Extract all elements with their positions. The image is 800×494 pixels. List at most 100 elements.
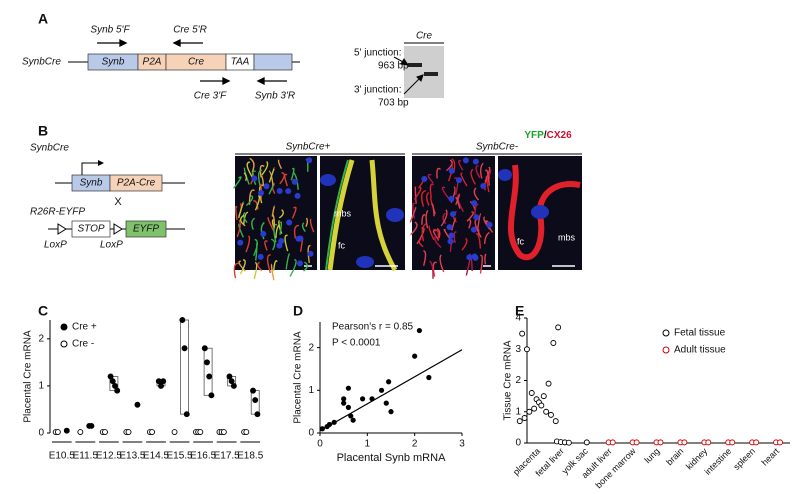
point	[609, 439, 616, 446]
tissue-strand	[451, 217, 457, 231]
nucleus	[448, 195, 455, 202]
point	[524, 346, 530, 353]
nucleus	[421, 175, 428, 182]
point	[360, 396, 366, 402]
point	[540, 393, 547, 400]
point	[204, 359, 210, 366]
point	[54, 429, 61, 436]
x-tick-label: 1	[365, 439, 371, 450]
point	[753, 439, 760, 446]
tissue-strand	[412, 202, 416, 219]
y-tick-label: 0	[38, 428, 44, 439]
point	[555, 324, 562, 331]
tissue-strand	[305, 217, 309, 228]
trend-line	[319, 349, 463, 432]
annotation: P < 0.0001	[332, 338, 381, 349]
legend-marker	[60, 340, 68, 348]
vessel-wall	[507, 164, 581, 261]
tissue-strand	[239, 259, 246, 275]
tissue-strand	[251, 217, 256, 230]
point	[548, 411, 554, 418]
point	[326, 421, 333, 428]
tissue-strand	[279, 221, 283, 235]
tissue-strand	[461, 237, 468, 251]
tissue-strand	[303, 261, 309, 272]
tissue-strand	[255, 243, 258, 261]
tissue-strand	[433, 228, 440, 241]
tissue-strand	[455, 196, 461, 209]
loxp-site	[57, 223, 67, 235]
loxp-label: LoxP	[44, 240, 67, 251]
x-tick-label: 0	[317, 439, 323, 450]
junction-size: 963 bp	[378, 61, 409, 72]
nucleus	[296, 260, 303, 267]
point	[252, 397, 259, 403]
tissue-strand	[259, 164, 265, 178]
loxp-label: LoxP	[100, 240, 123, 251]
tissue-strand	[271, 214, 276, 228]
point	[243, 429, 250, 436]
tissue-strand	[293, 224, 299, 239]
tissue-strand	[301, 222, 306, 233]
gel-band	[408, 63, 422, 67]
nucleus	[531, 205, 549, 219]
tissue-strand	[479, 162, 484, 179]
stain-title: YFP/CX26	[524, 130, 572, 141]
gel-band	[424, 72, 438, 76]
point	[543, 408, 550, 415]
tissue-strand	[252, 200, 259, 210]
point	[149, 429, 156, 436]
vessel-wall	[327, 159, 398, 272]
point	[526, 408, 533, 415]
nucleus	[449, 211, 456, 218]
primer-label: Cre 5'R	[173, 25, 207, 36]
x-tick-label: E11.5	[73, 451, 99, 462]
point	[341, 396, 347, 402]
point	[528, 390, 535, 396]
point	[412, 353, 418, 359]
point	[657, 439, 664, 446]
nucleus	[455, 177, 462, 184]
nucleus	[462, 157, 469, 164]
point	[345, 404, 351, 410]
stain-sep: /	[544, 130, 547, 141]
nucleus	[486, 221, 493, 228]
point	[331, 419, 337, 425]
y-axis-label: Tissue Cre mRNA	[503, 340, 514, 421]
tissue-strand	[430, 195, 437, 215]
panel-label: D	[293, 303, 303, 319]
x-tick-label: intestine	[703, 446, 734, 477]
tissue-strand	[484, 253, 487, 265]
x-axis-label: Placental Synb mRNA	[337, 452, 446, 464]
point	[254, 411, 261, 418]
tissue-strand	[422, 250, 427, 266]
junction-size: 703 bp	[378, 98, 409, 109]
point	[114, 387, 121, 394]
stain-cx26: CX26	[547, 130, 572, 141]
y-tick-label: 2	[515, 375, 521, 386]
tissue-strand	[259, 183, 263, 200]
tissue-strand	[240, 214, 246, 227]
point	[521, 415, 528, 421]
nucleus	[473, 214, 480, 221]
junction-label: 3' junction:	[354, 85, 402, 96]
x-tick-label: E15.5	[166, 451, 193, 462]
y-tick-label: 3	[515, 344, 521, 355]
nucleus	[286, 219, 293, 226]
tissue-strand	[479, 254, 483, 274]
tissue-strand	[484, 231, 490, 244]
legend-marker	[60, 323, 68, 331]
tissue-strand	[253, 261, 258, 279]
x-tick-label: lung	[642, 446, 661, 465]
point	[160, 378, 167, 385]
tissue-strand	[243, 167, 250, 185]
image-label: mbs	[334, 208, 352, 218]
tissue-strand	[455, 194, 461, 206]
tissue-strand	[439, 254, 445, 273]
point	[583, 439, 590, 446]
nucleus	[320, 174, 336, 186]
y-tick-label: 4	[515, 313, 521, 324]
nucleus	[276, 188, 283, 195]
point	[386, 379, 392, 385]
nucleus	[466, 254, 473, 261]
